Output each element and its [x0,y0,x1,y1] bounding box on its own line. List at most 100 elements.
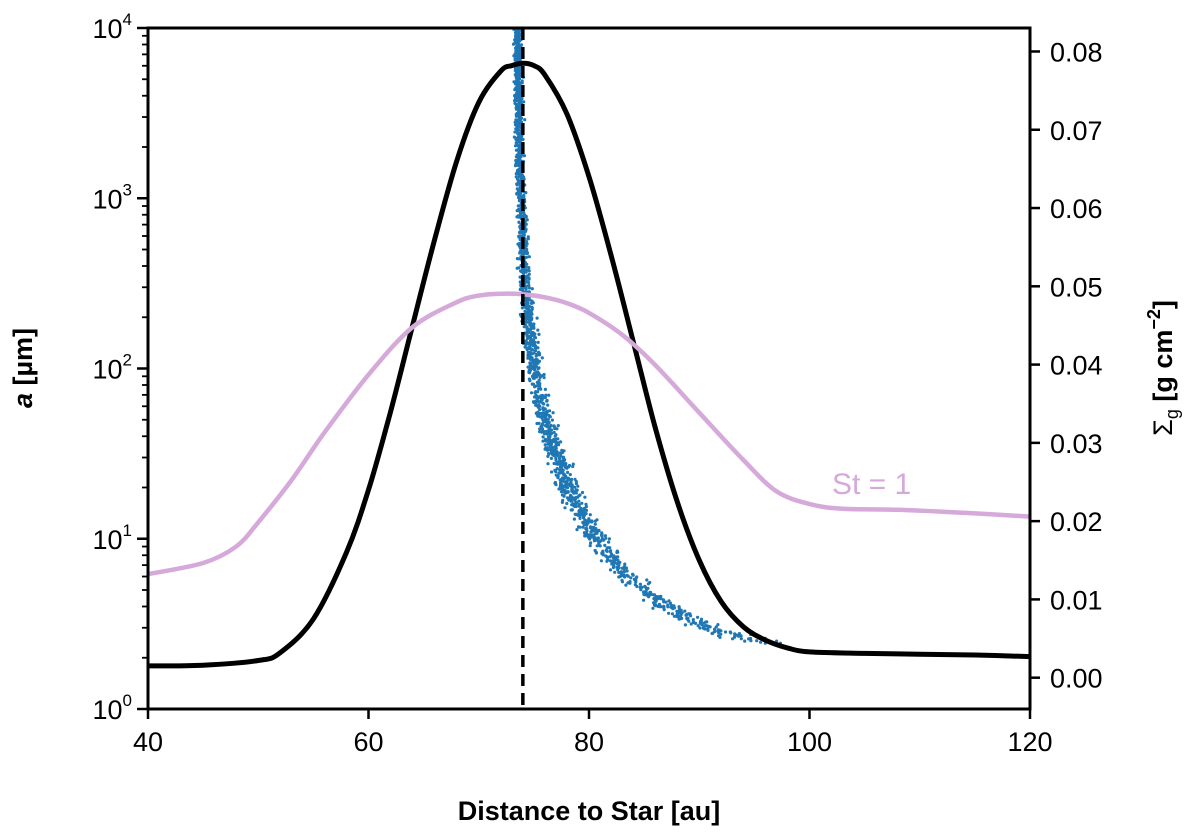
particle-point [524,250,528,254]
particle-point [514,175,518,179]
particle-point [588,537,592,541]
series-lines [147,28,1031,709]
particle-point [571,462,575,466]
particle-point [759,640,763,644]
particle-point [540,427,545,431]
st-1-line [147,291,1031,577]
particle-point [618,575,622,579]
particle-point [622,565,627,569]
particle-point [716,623,720,627]
particle-point [528,323,532,327]
particle-point [691,618,695,622]
particle-point [617,566,621,570]
particle-point [538,427,542,431]
particle-point [739,637,743,641]
particle-point [608,568,613,572]
particle-point [597,528,601,533]
particle-point [543,395,547,399]
particle-point [546,454,550,458]
particle-point [604,554,608,558]
y-right-tick-label: 0.00 [1050,664,1103,694]
particle-point [518,193,522,197]
particle-point [749,639,753,643]
gas-surface-density-line [147,60,1031,669]
particle-point [592,539,597,543]
particle-point [535,421,539,426]
particle-point [513,164,518,168]
particle-point [545,399,549,403]
particle-point [546,441,550,446]
y-right-tick-label: 0.07 [1050,116,1103,146]
particle-point [553,434,557,438]
particle-point [667,599,671,603]
particle-point [561,455,566,459]
y-right-tick-label: 0.04 [1050,351,1103,381]
particle-point [526,268,531,272]
particle-point [541,439,545,443]
particle-point [531,348,535,352]
particle-point [537,382,541,386]
particle-point [608,559,612,563]
particle-point [547,451,551,456]
particle-point [529,327,533,332]
particle-point [635,584,639,589]
particle-point [612,554,616,558]
particle-point [717,631,721,635]
particle-point [542,402,546,406]
y-left-tick-base: 10 [92,355,122,385]
particle-point [588,525,593,529]
particle-point [515,266,519,270]
y-left-axis-title-rest: [µm] [8,328,38,393]
particle-point [525,310,529,314]
x-tick-label: 80 [574,727,604,757]
particle-point [683,609,687,613]
particle-point [522,193,526,197]
particle-point [535,371,539,375]
particle-point [672,614,677,618]
particle-point [530,382,534,386]
particle-point [578,525,582,529]
particle-point [532,326,536,330]
particle-point [659,594,663,598]
particle-point [743,639,747,643]
particle-point [535,412,539,416]
particle-point [622,573,626,577]
particle-point [601,553,605,557]
particle-point [572,517,577,521]
particle-point [543,387,548,391]
particle-point [604,548,608,552]
particle-point [543,407,547,411]
particle-point [540,398,544,402]
particle-point [517,80,521,84]
particle-point [728,630,732,634]
particle-point [607,540,611,544]
particle-point [651,606,655,610]
y-left-tick-exp: 3 [123,180,132,199]
particle-point [713,629,717,634]
particle-point [524,214,528,218]
particle-point [580,501,584,505]
particle-point [527,255,531,259]
x-tick-label: 60 [353,727,383,757]
particle-point [563,458,567,462]
particle-point [560,451,564,455]
particle-point [594,551,599,555]
particle-point [523,261,528,265]
particle-point [554,473,558,477]
particle-point [513,96,518,100]
particle-point [517,147,521,151]
particle-point [529,308,534,313]
particle-point [518,119,522,123]
y-right-axis-title-exp: −2 [1144,309,1164,330]
particle-point [554,483,558,487]
particle-point [688,612,692,616]
particle-point [615,550,619,555]
particle-point [737,634,741,638]
particle-point [517,207,521,211]
x-axis-title: Distance to Star [au] [458,796,721,826]
particle-point [518,139,522,143]
particle-point [563,465,568,469]
particle-point [583,495,587,499]
particle-point [525,274,529,278]
particle-point [531,301,535,305]
